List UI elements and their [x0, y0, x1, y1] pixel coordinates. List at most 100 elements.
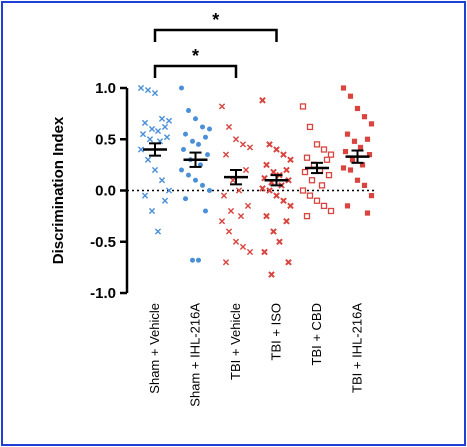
data-point: [263, 161, 270, 169]
data-point-stroke: [227, 207, 235, 215]
data-point: [193, 116, 198, 122]
x-axis-categories: Sham + Vehicle Sham + IHL-216A TBI + Vehic…: [147, 303, 365, 407]
data-point: [179, 85, 184, 91]
data-point: [239, 141, 247, 148]
data-point: [222, 259, 230, 266]
data-point: [244, 202, 252, 209]
data-point-stroke: [144, 86, 152, 94]
data-point-stroke: [266, 141, 273, 148]
data-point: [287, 202, 294, 210]
data-point: [306, 123, 314, 131]
data-point: [232, 136, 240, 143]
data-point-stroke: [220, 192, 228, 199]
y-tick-label: -1.0: [90, 285, 116, 302]
error-bars: [143, 142, 370, 187]
data-point: [141, 119, 149, 126]
error-bar: [264, 174, 289, 187]
data-point-stroke: [244, 202, 252, 209]
data-point: [154, 127, 162, 135]
y-tick-label: 1.0: [95, 80, 116, 97]
data-point: [196, 257, 201, 263]
data-point: [361, 182, 368, 188]
data-point: [196, 141, 201, 147]
data-point: [151, 90, 159, 97]
data-point-stroke: [259, 185, 266, 192]
data-point-stroke: [235, 187, 243, 194]
data-point: [144, 86, 152, 94]
data-point: [344, 203, 351, 209]
data-point-stroke: [158, 177, 166, 184]
data-point-stroke: [239, 141, 247, 148]
x-category-label: TBI + IHL-216A: [350, 303, 365, 393]
data-point: [203, 208, 208, 214]
data-point-stroke: [146, 136, 154, 143]
data-point-stroke: [259, 96, 266, 104]
data-point-stroke: [154, 127, 162, 135]
data-point: [163, 134, 171, 141]
data-point-stroke: [270, 228, 277, 235]
data-point: [308, 177, 316, 184]
data-point: [354, 177, 361, 183]
data-point-stroke: [137, 146, 145, 153]
data-point-stroke: [268, 271, 275, 278]
bracket-line: [153, 64, 238, 78]
significance-star: *: [212, 10, 219, 30]
data-point: [218, 103, 226, 110]
y-axis: 1.0 0.5 0.0 -0.5 -1.0: [90, 80, 129, 302]
data-point: [313, 197, 321, 204]
error-bar: [345, 149, 370, 164]
data-point: [161, 123, 169, 131]
data-point: [301, 168, 309, 176]
x-category-label: Sham + Vehicle: [147, 303, 162, 394]
data-point: [200, 182, 205, 188]
data-point: [218, 218, 226, 225]
data-points: [137, 84, 375, 278]
data-point: [327, 151, 335, 158]
error-bar: [183, 151, 208, 168]
significance-brackets: **: [153, 10, 278, 78]
data-point-stroke: [270, 168, 277, 176]
data-point: [193, 177, 198, 183]
data-point: [273, 146, 280, 153]
data-point: [141, 192, 149, 199]
data-point-stroke: [287, 202, 294, 210]
data-point-stroke: [144, 156, 152, 163]
data-point: [158, 115, 166, 122]
data-point: [232, 238, 240, 245]
data-point: [158, 177, 166, 184]
data-point: [227, 207, 235, 215]
data-point-stroke: [141, 192, 149, 199]
data-point: [183, 196, 188, 202]
data-point-stroke: [239, 243, 247, 250]
data-point: [144, 156, 152, 163]
data-point: [359, 162, 366, 168]
data-point: [354, 105, 361, 112]
data-point-stroke: [225, 123, 233, 131]
data-point: [161, 197, 169, 204]
data-point-stroke: [285, 258, 292, 266]
data-point: [299, 103, 307, 110]
data-point: [186, 108, 191, 114]
data-point: [263, 212, 270, 220]
data-point: [327, 207, 335, 215]
data-point: [137, 84, 145, 92]
data-point: [246, 144, 254, 151]
data-point: [364, 136, 371, 142]
data-point-stroke: [237, 213, 245, 220]
data-point-stroke: [246, 248, 254, 256]
data-point-stroke: [266, 187, 273, 194]
data-point: [207, 126, 212, 132]
data-point: [181, 147, 186, 152]
data-point: [242, 166, 250, 174]
data-point: [266, 141, 273, 148]
x-category-label: TBI + CBD: [309, 303, 324, 366]
data-point: [268, 271, 275, 278]
data-point-stroke: [280, 151, 287, 158]
data-point: [351, 138, 358, 144]
data-point: [276, 238, 283, 246]
data-point-stroke: [232, 238, 240, 245]
data-point: [151, 166, 159, 174]
data-point-stroke: [165, 117, 173, 124]
data-point: [235, 187, 243, 194]
